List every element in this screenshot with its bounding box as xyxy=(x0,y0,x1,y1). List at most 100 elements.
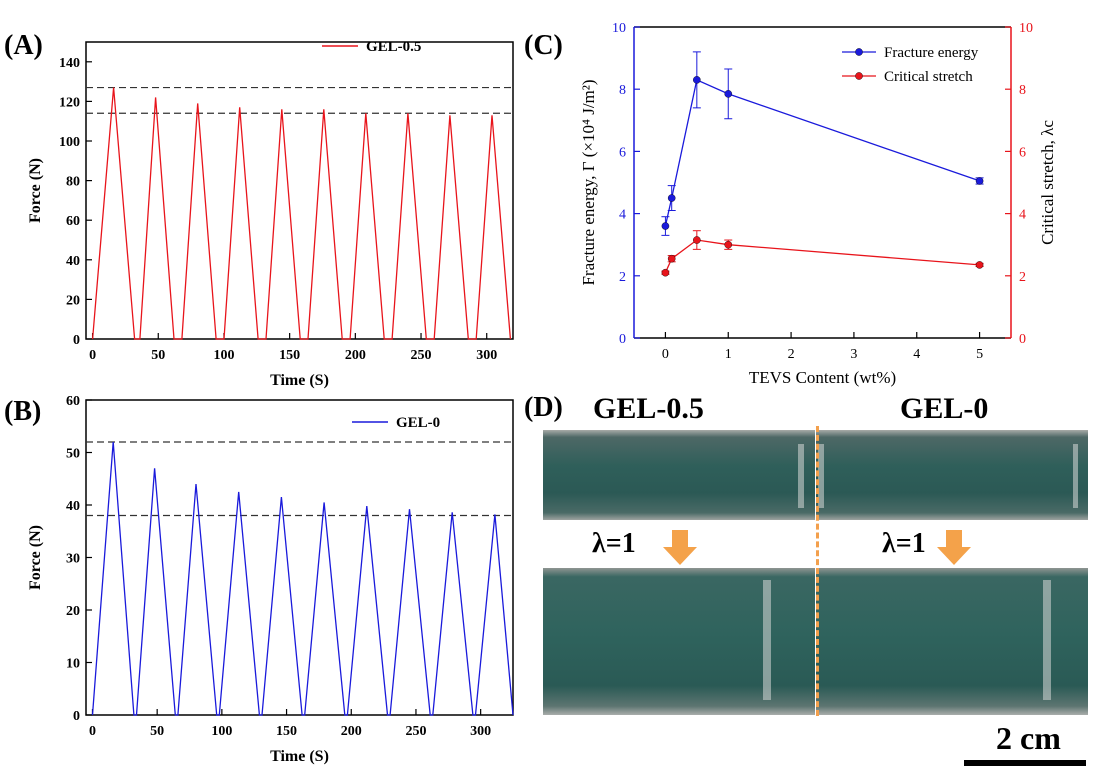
y-left-tick-label: 0 xyxy=(619,332,626,347)
data-point-critical-stretch xyxy=(667,254,676,263)
x-tick-label: 50 xyxy=(151,348,165,363)
photo-strip-gel-0-lower xyxy=(816,568,1088,715)
y-right-tick-label: 10 xyxy=(1019,21,1033,36)
plot-frame xyxy=(85,399,514,716)
x-tick-label: 5 xyxy=(976,347,983,362)
series-line-critical-stretch xyxy=(664,239,980,273)
x-tick-label: 1 xyxy=(725,347,732,362)
photo-clamp-edge xyxy=(1043,580,1051,700)
x-axis-label: Time (S) xyxy=(270,748,329,765)
panel-label-a: (A) xyxy=(4,30,43,61)
photo-strip-gel-05-upper xyxy=(543,430,815,520)
plot-frame xyxy=(85,41,514,340)
x-tick-label: 200 xyxy=(341,724,362,739)
y-right-tick-label: 8 xyxy=(1019,83,1026,98)
x-tick-label: 2 xyxy=(788,347,795,362)
photo-strip-gel-05-lower xyxy=(543,568,815,715)
series-line-gel-0 xyxy=(91,441,514,716)
y-tick-label: 120 xyxy=(59,95,80,110)
y-tick-label: 20 xyxy=(66,604,80,619)
x-axis-label: TEVS Content (wt%) xyxy=(749,368,896,387)
y-right-tick-label: 6 xyxy=(1019,145,1026,160)
photo-title-gel-05: GEL-0.5 xyxy=(593,392,704,425)
scale-bar-label: 2 cm xyxy=(996,720,1061,756)
x-tick-label: 250 xyxy=(411,348,432,363)
legend-label: GEL-0.5 xyxy=(366,39,421,55)
y-left-axis-label: Fracture energy, Γ (×10⁴ J/m²) xyxy=(579,79,598,285)
photo-title-gel-0: GEL-0 xyxy=(900,392,989,425)
y-tick-label: 40 xyxy=(66,254,80,269)
x-tick-label: 300 xyxy=(476,348,497,363)
x-tick-label: 100 xyxy=(211,724,232,739)
data-point-fracture-energy xyxy=(693,76,701,84)
x-tick-label: 300 xyxy=(470,724,491,739)
x-tick-label: 250 xyxy=(405,724,426,739)
x-tick-label: 4 xyxy=(913,347,920,362)
scale-bar xyxy=(964,760,1086,766)
legend-label: Fracture energy xyxy=(884,45,979,61)
x-tick-label: 0 xyxy=(89,348,96,363)
x-tick-label: 150 xyxy=(276,724,297,739)
data-point-critical-stretch xyxy=(975,261,984,269)
chart-b-force-time: 0 50 100 150 200 250 300 0 10 20 30 40 50 60 Time (S) F… xyxy=(27,394,514,765)
y-left-tick-label: 2 xyxy=(619,270,626,285)
y-right-tick-label: 0 xyxy=(1019,332,1026,347)
legend-label: GEL-0 xyxy=(396,415,440,431)
photo-clamp-edge xyxy=(1073,444,1078,508)
y-left-tick-label: 8 xyxy=(619,83,626,98)
panel-label-d: (D) xyxy=(524,392,563,423)
y-tick-label: 50 xyxy=(66,447,80,462)
panel-label-b: (B) xyxy=(4,396,42,427)
x-tick-label: 3 xyxy=(850,347,857,362)
legend-marker xyxy=(855,48,863,56)
x-axis-label: Time (S) xyxy=(270,372,329,389)
data-point-critical-stretch xyxy=(693,236,701,244)
photo-clamp-edge xyxy=(798,444,804,508)
stretch-label-right: λ=1 xyxy=(882,528,926,559)
photo-clamp-edge xyxy=(818,444,824,508)
y-tick-label: 60 xyxy=(66,214,80,229)
y-left-tick-label: 4 xyxy=(619,208,626,223)
x-tick-label: 200 xyxy=(345,348,366,363)
y-right-axis-label: Critical stretch, λc xyxy=(1038,120,1057,245)
y-tick-label: 60 xyxy=(66,394,80,409)
chart-a-force-time: 0 50 100 150 200 250 300 0 20 40 60 80 100 120 140 Time… xyxy=(27,39,514,389)
x-tick-label: 150 xyxy=(279,348,300,363)
y-tick-label: 100 xyxy=(59,135,80,150)
data-point-fracture-energy xyxy=(975,177,984,185)
photo-clamp-edge xyxy=(763,580,771,700)
y-tick-label: 40 xyxy=(66,499,80,514)
data-point-fracture-energy xyxy=(724,90,733,98)
photo-panel-d xyxy=(543,430,1088,715)
stretch-label-left: λ=1 xyxy=(592,528,636,559)
y-tick-label: 0 xyxy=(73,709,80,724)
y-tick-label: 10 xyxy=(66,657,80,672)
x-tick-label: 50 xyxy=(150,724,164,739)
y-tick-label: 80 xyxy=(66,175,80,190)
data-point-fracture-energy xyxy=(661,222,670,230)
legend-marker xyxy=(855,72,863,80)
y-left-tick-label: 6 xyxy=(619,145,626,160)
photo-strip-gel-0-upper xyxy=(816,430,1088,520)
data-point-fracture-energy xyxy=(667,194,676,202)
y-tick-label: 140 xyxy=(59,56,80,71)
y-right-tick-label: 2 xyxy=(1019,270,1026,285)
x-tick-label: 100 xyxy=(213,348,234,363)
series-line-fracture-energy xyxy=(664,78,980,227)
photo-divider-line xyxy=(816,426,819,716)
x-tick-label: 0 xyxy=(89,724,96,739)
y-axis-label: Force (N) xyxy=(27,158,44,223)
y-tick-label: 30 xyxy=(66,552,80,567)
y-axis-label: Force (N) xyxy=(27,525,44,590)
y-tick-label: 0 xyxy=(73,333,80,348)
y-right-tick-label: 4 xyxy=(1019,208,1026,223)
legend-label: Critical stretch xyxy=(884,69,973,85)
series-line-gel-0.5 xyxy=(91,87,512,340)
y-left-tick-label: 10 xyxy=(612,21,626,36)
chart-c-fracture-energy: 0 1 2 3 4 5 0 0 2 2 4 4 6 6 8 8 10 10 TEVS Content (wt%) Fr… xyxy=(579,21,1057,387)
x-tick-label: 0 xyxy=(662,347,669,362)
data-point-critical-stretch xyxy=(661,268,670,277)
panel-label-c: (C) xyxy=(524,30,563,61)
y-tick-label: 20 xyxy=(66,293,80,308)
data-point-critical-stretch xyxy=(724,240,733,249)
